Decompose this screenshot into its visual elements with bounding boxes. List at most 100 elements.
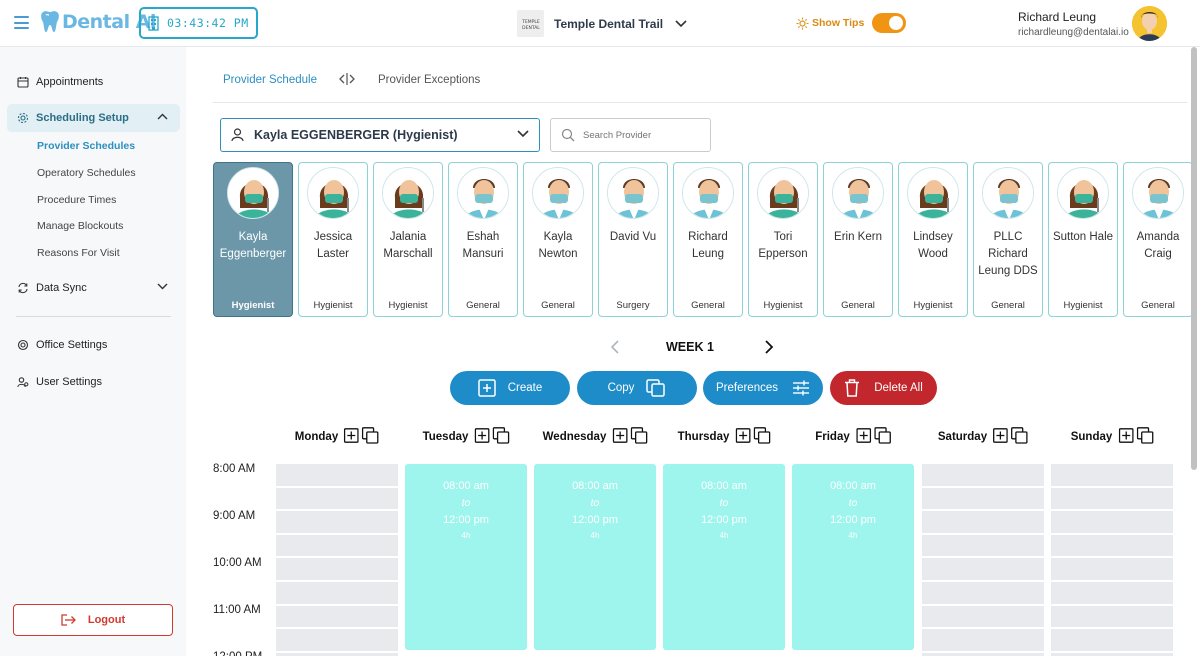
copy-day-icon[interactable] (492, 427, 510, 447)
time-slot[interactable] (276, 511, 398, 533)
provider-card[interactable]: Sutton Hale Hygienist (1048, 162, 1118, 317)
schedule-block[interactable]: 08:00 am to 12:00 pm 4h (792, 464, 914, 650)
time-slot[interactable] (276, 464, 398, 486)
menu-icon[interactable] (14, 16, 29, 29)
time-slot[interactable] (922, 487, 1044, 510)
user-avatar[interactable] (1132, 6, 1167, 41)
block-start: 08:00 am (572, 480, 618, 492)
day-column[interactable]: 08:00 am to 12:00 pm 4h (405, 464, 527, 656)
search-input[interactable] (583, 129, 693, 141)
copy-button[interactable]: Copy (577, 371, 697, 405)
provider-card[interactable]: Eshah Mansuri General (448, 162, 518, 317)
copy-day-icon[interactable] (873, 427, 891, 447)
time-slot[interactable] (922, 464, 1044, 486)
add-day-icon[interactable] (344, 428, 360, 446)
copy-day-icon[interactable] (630, 427, 648, 447)
add-day-icon[interactable] (612, 428, 628, 446)
sidebar-item-data-sync[interactable]: Data Sync (7, 274, 180, 302)
chevron-right-icon[interactable] (764, 340, 774, 354)
time-slot[interactable] (1051, 652, 1173, 656)
time-slot[interactable] (922, 582, 1044, 604)
provider-card[interactable]: Jalania Marschall Hygienist (373, 162, 443, 317)
sidebar-item-label: Office Settings (36, 339, 108, 351)
sidebar-item-label: Scheduling Setup (36, 112, 129, 124)
show-tips-toggle[interactable] (872, 13, 907, 33)
time-slot[interactable] (1051, 464, 1173, 486)
tab-provider-schedule[interactable]: Provider Schedule (223, 74, 317, 86)
sidebar-subitem-reasons-for-visit[interactable]: Reasons For Visit (37, 247, 120, 259)
sidebar-item-scheduling-setup[interactable]: Scheduling Setup (7, 104, 180, 132)
preferences-button[interactable]: Preferences (703, 371, 823, 405)
time-slot[interactable] (276, 652, 398, 656)
day-column[interactable]: 08:00 am to 12:00 pm 4h (792, 464, 914, 656)
provider-card[interactable]: Jessica Laster Hygienist (298, 162, 368, 317)
time-slot[interactable] (1051, 487, 1173, 510)
time-slot[interactable] (276, 558, 398, 580)
time-slot[interactable] (922, 534, 1044, 557)
time-slot[interactable] (276, 605, 398, 628)
add-day-icon[interactable] (735, 428, 751, 446)
day-column[interactable]: 08:00 am to 12:00 pm 4h (534, 464, 656, 656)
time-slot[interactable] (1051, 582, 1173, 604)
sidebar-item-user-settings[interactable]: User Settings (7, 368, 180, 396)
schedule-block[interactable]: 08:00 am to 12:00 pm 4h (405, 464, 527, 650)
time-slot[interactable] (1051, 511, 1173, 533)
time-slot[interactable] (1051, 558, 1173, 580)
copy-day-icon[interactable] (362, 427, 379, 447)
search-provider[interactable] (550, 118, 711, 152)
provider-card[interactable]: Kayla Eggenberger Hygienist (213, 162, 293, 317)
copy-day-icon[interactable] (1011, 427, 1028, 447)
add-day-icon[interactable] (855, 428, 871, 446)
sidebar-subitem-operatory-schedules[interactable]: Operatory Schedules (37, 167, 136, 179)
provider-card[interactable]: Kayla Newton General (523, 162, 593, 317)
delete-all-button[interactable]: Delete All (830, 371, 937, 405)
user-info[interactable]: Richard Leung richardleung@dentalai.io (1018, 10, 1129, 38)
provider-card[interactable]: PLLC Richard Leung DDS General (973, 162, 1043, 317)
copy-day-icon[interactable] (753, 427, 771, 447)
provider-card[interactable]: Amanda Craig General (1123, 162, 1193, 317)
provider-card[interactable]: David Vu Surgery (598, 162, 668, 317)
time-slot[interactable] (276, 629, 398, 651)
page-scrollbar[interactable] (1191, 47, 1197, 470)
sidebar-subitem-provider-schedules[interactable]: Provider Schedules (37, 140, 136, 152)
logout-button[interactable]: Logout (13, 604, 173, 636)
time-slot[interactable] (1051, 629, 1173, 651)
provider-card[interactable]: Tori Epperson Hygienist (748, 162, 818, 317)
time-slot[interactable] (1051, 534, 1173, 557)
add-day-icon[interactable] (474, 428, 490, 446)
provider-select[interactable]: Kayla EGGENBERGER (Hygienist) (220, 118, 540, 152)
time-slot[interactable] (922, 558, 1044, 580)
sidebar-subitem-manage-blockouts[interactable]: Manage Blockouts (37, 220, 124, 232)
provider-card[interactable]: Richard Leung General (673, 162, 743, 317)
schedule-block[interactable]: 08:00 am to 12:00 pm 4h (534, 464, 656, 650)
time-slot[interactable] (922, 511, 1044, 533)
plus-box-icon (477, 379, 496, 397)
practice-selector[interactable]: TEMPLE DENTAL Temple Dental Trail (517, 10, 687, 37)
provider-card[interactable]: Erin Kern General (823, 162, 893, 317)
day-column[interactable] (922, 464, 1044, 656)
day-name: Thursday (677, 431, 730, 443)
schedule-block[interactable]: 08:00 am to 12:00 pm 4h (663, 464, 785, 650)
copy-day-icon[interactable] (1136, 427, 1153, 447)
sidebar-item-appointments[interactable]: Appointments (7, 68, 180, 96)
sidebar-subitem-procedure-times[interactable]: Procedure Times (37, 194, 117, 206)
add-day-icon[interactable] (1118, 428, 1134, 446)
time-slot[interactable] (922, 652, 1044, 656)
day-column[interactable] (276, 464, 398, 656)
time-slot[interactable] (1051, 605, 1173, 628)
time-slot[interactable] (276, 487, 398, 510)
tab-provider-exceptions[interactable]: Provider Exceptions (378, 74, 481, 86)
day-column[interactable] (1051, 464, 1173, 656)
time-slot[interactable] (276, 534, 398, 557)
day-column[interactable]: 08:00 am to 12:00 pm 4h (663, 464, 785, 656)
time-slot[interactable] (922, 629, 1044, 651)
code-icon[interactable] (339, 72, 355, 86)
sidebar-item-office-settings[interactable]: Office Settings (7, 331, 180, 359)
add-day-icon[interactable] (993, 428, 1008, 446)
block-start: 08:00 am (701, 480, 747, 492)
time-slot[interactable] (276, 582, 398, 604)
provider-card[interactable]: Lindsey Wood Hygienist (898, 162, 968, 317)
time-slot[interactable] (922, 605, 1044, 628)
create-button[interactable]: Create (450, 371, 570, 405)
chevron-left-icon[interactable] (610, 340, 620, 354)
